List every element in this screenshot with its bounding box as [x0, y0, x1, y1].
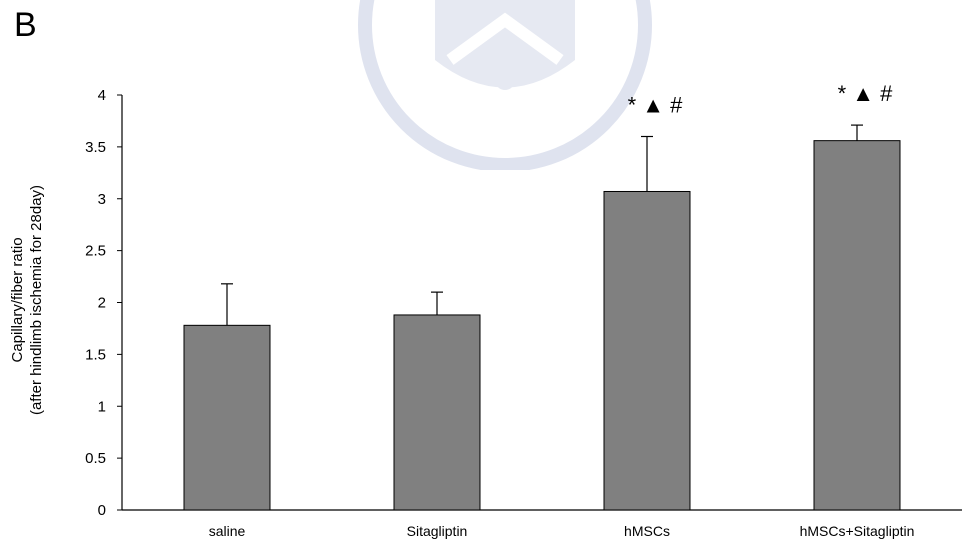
y-tick-label: 3.5 — [85, 139, 106, 156]
x-tick-label: hMSCs+Sitagliptin — [800, 523, 915, 539]
x-tick-labels: saline Sitagliptin hMSCs hMSCs+Sitagliptin — [209, 523, 915, 539]
bar-hmscs — [603, 190, 691, 511]
significance-annotations: * ▲ # * ▲ # — [628, 81, 894, 117]
bar-hmscs-sitagliptin — [813, 140, 901, 511]
significance-marker: * ▲ # — [628, 93, 684, 118]
x-tick-label: Sitagliptin — [407, 523, 468, 539]
y-ticks: 0 0.5 1 1.5 2 2.5 3 3.5 4 — [85, 87, 122, 519]
y-tick-label: 3 — [98, 191, 106, 208]
y-axis-label-line2: (after hindlimb ischemia for 28day) — [28, 185, 45, 415]
bar-saline — [183, 324, 271, 511]
x-tick-label: hMSCs — [624, 523, 670, 539]
bar-sitagliptin — [393, 314, 481, 511]
y-tick-label: 2.5 — [85, 243, 106, 260]
university-seal-watermark — [358, 0, 652, 170]
y-axis-label-line1: Capillary/fiber ratio — [9, 237, 26, 362]
y-tick-label: 1.5 — [85, 346, 106, 363]
significance-marker: * ▲ # — [838, 81, 894, 106]
panel-label: B — [14, 6, 37, 44]
y-tick-label: 1 — [98, 398, 106, 415]
bars — [183, 124, 901, 511]
x-tick-label: saline — [209, 523, 246, 539]
y-tick-label: 0 — [98, 502, 106, 519]
y-tick-label: 0.5 — [85, 450, 106, 467]
y-tick-label: 4 — [98, 87, 106, 104]
y-tick-label: 2 — [98, 295, 106, 312]
